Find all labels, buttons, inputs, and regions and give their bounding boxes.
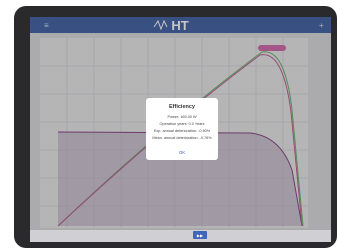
- page: ≡ + HT Efficiency Power: 165.00 WOperati…: [0, 0, 337, 251]
- dialog-title: Efficiency: [169, 104, 196, 110]
- screenshot: ≡ + HT Efficiency Power: 165.00 WOperati…: [0, 0, 337, 251]
- dialog-line: Exp. annual deterioration: -0.50%: [154, 129, 211, 133]
- bottom-button-icon: ▶▶: [197, 233, 204, 238]
- dialog-line: Mean. annual deterioration: -0.76%: [152, 136, 212, 140]
- bottom-bar: [30, 230, 331, 242]
- dialog-line: Operation years: 0.0 Years: [160, 122, 205, 126]
- dialog-line: Power: 165.00 W: [167, 115, 197, 119]
- ok-button[interactable]: OK: [179, 150, 186, 155]
